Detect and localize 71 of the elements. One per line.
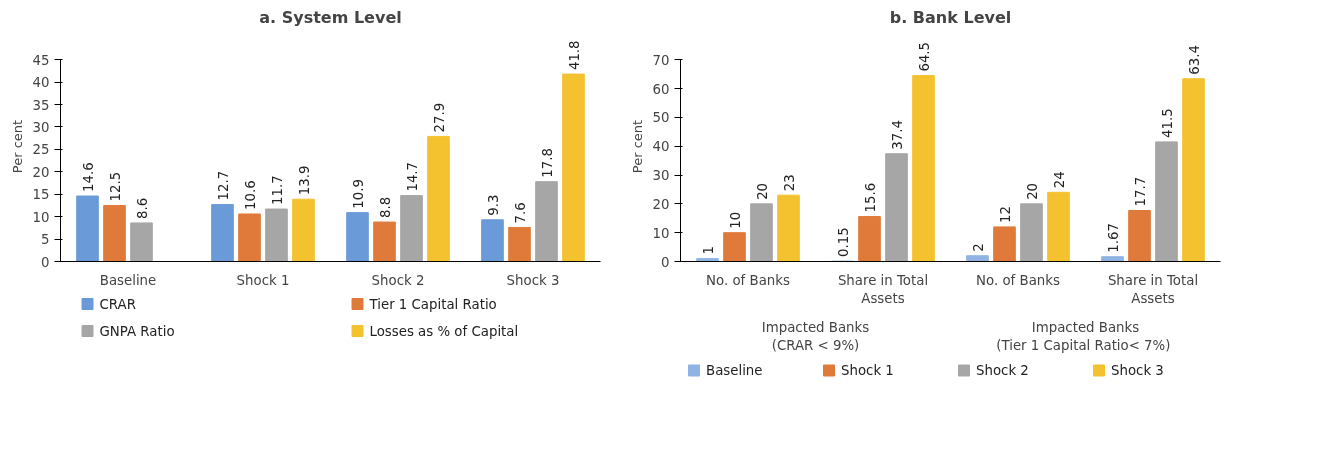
data-label: 64.5 xyxy=(916,41,932,72)
data-label: 2 xyxy=(970,243,986,252)
data-label: 12 xyxy=(997,205,1013,223)
text: Impacted Banks (CRAR < 9%) xyxy=(761,319,870,353)
data-label: 63.4 xyxy=(1186,45,1202,75)
y-tick-label: 40 xyxy=(652,139,670,155)
data-label: 37.4 xyxy=(889,120,905,150)
data-label: 1 xyxy=(700,246,716,255)
x-tick-label: Shock 1 xyxy=(236,272,290,288)
chart-title: a. System Level xyxy=(259,7,402,27)
legend-label: Losses as % of Capital xyxy=(369,323,519,339)
data-label: 10 xyxy=(727,211,743,229)
y-tick-label: 30 xyxy=(32,120,50,135)
data-label: 7.6 xyxy=(512,202,528,224)
data-label: 41.5 xyxy=(1159,108,1175,138)
data-label: 1.67 xyxy=(1105,223,1121,253)
data-label: 14.6 xyxy=(80,162,96,193)
y-axis-title: Per cent xyxy=(629,119,645,174)
x-tick-label: Baseline xyxy=(99,272,157,288)
data-label: 41.8 xyxy=(566,40,582,71)
data-label: 8.8 xyxy=(377,196,393,219)
y-tick-label: 35 xyxy=(32,97,50,113)
legend-label: Baseline xyxy=(706,363,763,378)
data-label: 23 xyxy=(781,174,797,192)
y-axis-title: Per cent xyxy=(9,119,25,174)
data-label: 27.9 xyxy=(431,102,447,133)
data-label: 12.7 xyxy=(215,170,231,201)
x-tick-label: No. of Banks xyxy=(976,272,1060,288)
data-label: 17.8 xyxy=(539,148,555,178)
data-label: 20 xyxy=(754,182,770,200)
legend-label: Tier 1 Capital Ratio xyxy=(368,296,497,312)
text: Impacted Banks (Tier 1 Capital Ratio< 7%) xyxy=(996,319,1171,353)
legend-label: Shock 2 xyxy=(976,363,1029,378)
data-label: 9.3 xyxy=(485,194,501,216)
y-tick-label: 5 xyxy=(41,232,50,248)
y-tick-label: 40 xyxy=(32,75,50,91)
y-tick-label: 70 xyxy=(652,52,670,68)
y-tick-label: 20 xyxy=(652,196,670,212)
y-tick-label: 15 xyxy=(32,187,50,203)
x-tick-label: Shock 3 xyxy=(506,272,560,288)
x-tick-label: No. of Banks xyxy=(706,272,790,288)
data-label: 24 xyxy=(1051,171,1067,189)
data-label: 11.7 xyxy=(269,175,285,206)
x-tick-label: Shock 2 xyxy=(371,272,425,288)
y-tick-label: 10 xyxy=(652,225,670,241)
data-label: 0.15 xyxy=(835,227,851,258)
legend-label: Shock 1 xyxy=(841,363,894,378)
chart-title: b. Bank Level xyxy=(889,7,1012,27)
legend-label: CRAR xyxy=(99,296,136,312)
y-tick-label: 20 xyxy=(32,164,50,180)
data-label: 20 xyxy=(1024,182,1040,200)
data-label: 10.9 xyxy=(350,178,366,209)
data-label: 8.6 xyxy=(134,197,150,219)
y-tick-label: 10 xyxy=(32,209,50,225)
y-tick-label: 50 xyxy=(652,110,670,126)
data-label: 14.7 xyxy=(404,161,420,192)
y-tick-label: 45 xyxy=(32,52,50,68)
data-label: 15.6 xyxy=(862,182,878,213)
y-tick-label: 25 xyxy=(32,142,50,158)
legend-label: Shock 3 xyxy=(1111,363,1164,378)
x-tick-label: Share in Total Assets xyxy=(1107,272,1199,306)
y-tick-label: 0 xyxy=(41,254,50,270)
y-tick-label: 0 xyxy=(661,254,670,270)
data-label: 10.6 xyxy=(242,180,258,210)
data-label: 12.5 xyxy=(107,171,123,202)
legend-label: GNPA Ratio xyxy=(99,323,175,339)
y-tick-label: 30 xyxy=(652,168,670,184)
y-tick-label: 60 xyxy=(652,81,670,97)
data-label: 17.7 xyxy=(1132,176,1148,207)
x-tick-label: Share in Total Assets xyxy=(837,272,929,306)
data-label: 13.9 xyxy=(296,165,312,196)
